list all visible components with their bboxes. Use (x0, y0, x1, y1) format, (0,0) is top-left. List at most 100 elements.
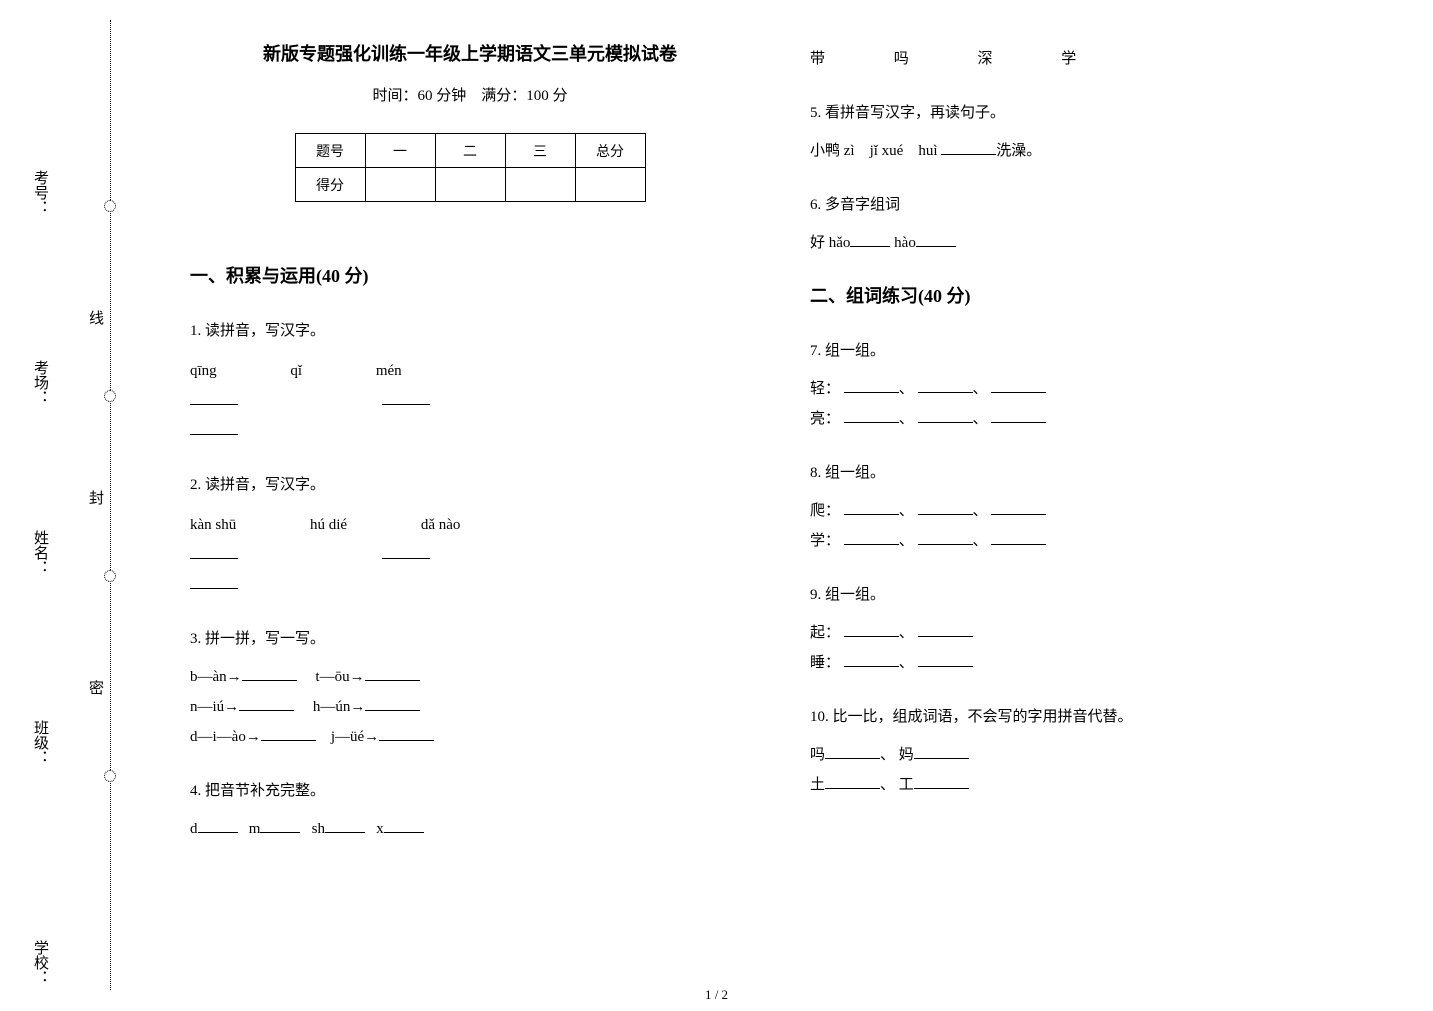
th-col: 三 (505, 134, 575, 168)
q3-item: h—ún→ (313, 699, 366, 715)
answer-blank (941, 140, 996, 155)
answer-blank (844, 530, 899, 545)
q1-prompt: 1. 读拼音，写汉字。 (190, 316, 750, 346)
answer-blank (991, 378, 1046, 393)
q9-row: 起： (810, 625, 840, 641)
answer-blank (382, 558, 430, 559)
q2-pinyin: kàn shū (190, 510, 236, 540)
left-column: 新版专题强化训练一年级上学期语文三单元模拟试卷 时间：60 分钟 满分：100 … (160, 40, 780, 980)
th-col: 一 (365, 134, 435, 168)
answer-blank (914, 744, 969, 759)
q4-letter: x (376, 821, 384, 837)
answer-blank (844, 378, 899, 393)
binding-label-banji: 班级： (30, 720, 51, 765)
page-content: 新版专题强化训练一年级上学期语文三单元模拟试卷 时间：60 分钟 满分：100 … (160, 40, 1400, 980)
q3-item: d—i—ào→ (190, 729, 261, 745)
q3-item: b—àn→ (190, 669, 242, 685)
q1-pinyin: mén (376, 356, 402, 386)
answer-blank (825, 744, 880, 759)
q9: 9. 组一组。 起： 、 睡： 、 (810, 580, 1370, 678)
answer-blank (850, 232, 890, 247)
section2-heading: 二、组词练习(40 分) (810, 282, 1370, 308)
q8-prompt: 8. 组一组。 (810, 458, 1370, 488)
table-row: 得分 (295, 168, 645, 202)
th-col: 总分 (575, 134, 645, 168)
answer-blank (242, 666, 297, 681)
q2: 2. 读拼音，写汉字。 kàn shū hú dié dǎ nào (190, 470, 750, 600)
q5-text-post: 洗澡。 (996, 143, 1041, 159)
answer-blank (844, 622, 899, 637)
th-col: 二 (435, 134, 505, 168)
q4-char: 带 (810, 44, 890, 74)
binding-text-mi: 密 (85, 680, 106, 700)
answer-blank (384, 818, 424, 833)
binding-circle (104, 770, 116, 782)
answer-blank (844, 652, 899, 667)
answer-blank (190, 404, 238, 405)
q4-letter: sh (312, 821, 325, 837)
q10-prompt: 10. 比一比，组成词语，不会写的字用拼音代替。 (810, 702, 1370, 732)
answer-blank (365, 696, 420, 711)
q4-letter: m (249, 821, 261, 837)
q10-char: 工 (899, 777, 914, 793)
binding-label-xuexiao: 学校： (30, 940, 51, 985)
q10-char: 妈 (899, 747, 914, 763)
q6: 6. 多音字组词 好 hǎo hào (810, 190, 1370, 258)
q3-item: j—üé→ (331, 729, 379, 745)
answer-blank (918, 622, 973, 637)
td-blank (575, 168, 645, 202)
answer-blank (825, 774, 880, 789)
q1: 1. 读拼音，写汉字。 qīng qǐ mén (190, 316, 750, 446)
td-label: 得分 (295, 168, 365, 202)
q2-pinyin: dǎ nào (421, 510, 461, 540)
q4: 4. 把音节补充完整。 d m sh x (190, 776, 750, 844)
q10-char: 吗 (810, 747, 825, 763)
binding-dotted-line (110, 20, 111, 990)
q4-char: 学 (1061, 44, 1141, 74)
q9-prompt: 9. 组一组。 (810, 580, 1370, 610)
q8-row: 学： (810, 533, 840, 549)
answer-blank (190, 558, 238, 559)
exam-subtitle: 时间：60 分钟 满分：100 分 (190, 84, 750, 105)
q6-text: hào (894, 235, 916, 251)
q4-letter: d (190, 821, 198, 837)
q10-char: 土 (810, 777, 825, 793)
right-column: 带 吗 深 学 5. 看拼音写汉字，再读句子。 小鸭 zì jǐ xué huì… (780, 40, 1400, 980)
answer-blank (261, 726, 316, 741)
q5: 5. 看拼音写汉字，再读句子。 小鸭 zì jǐ xué huì 洗澡。 (810, 98, 1370, 166)
q10: 10. 比一比，组成词语，不会写的字用拼音代替。 吗、 妈 土、 工 (810, 702, 1370, 800)
q8: 8. 组一组。 爬： 、 、 学： 、 、 (810, 458, 1370, 556)
answer-blank (918, 408, 973, 423)
answer-blank (914, 774, 969, 789)
answer-blank (198, 818, 238, 833)
q9-row: 睡： (810, 655, 840, 671)
binding-circle (104, 200, 116, 212)
q7: 7. 组一组。 轻： 、 、 亮： 、 、 (810, 336, 1370, 434)
answer-blank (365, 666, 420, 681)
q7-row: 亮： (810, 411, 840, 427)
answer-blank (844, 408, 899, 423)
td-blank (365, 168, 435, 202)
binding-text-xian: 线 (85, 310, 106, 330)
answer-blank (379, 726, 434, 741)
binding-label-kaohao: 考号： (30, 170, 51, 215)
td-blank (505, 168, 575, 202)
q5-text-pre: 小鸭 zì jǐ xué huì (810, 143, 941, 159)
answer-blank (918, 500, 973, 515)
answer-blank (190, 434, 238, 435)
answer-blank (918, 652, 973, 667)
exam-title: 新版专题强化训练一年级上学期语文三单元模拟试卷 (190, 40, 750, 66)
q4-chars-row: 带 吗 深 学 (810, 44, 1370, 74)
table-row: 题号 一 二 三 总分 (295, 134, 645, 168)
q8-row: 爬： (810, 503, 840, 519)
answer-blank (844, 500, 899, 515)
q1-pinyin: qǐ (290, 356, 302, 386)
section1-heading: 一、积累与运用(40 分) (190, 262, 750, 288)
answer-blank (991, 408, 1046, 423)
q6-prompt: 6. 多音字组词 (810, 190, 1370, 220)
binding-text-feng: 封 (85, 490, 106, 510)
answer-blank (325, 818, 365, 833)
q3-item: t—ōu→ (315, 669, 364, 685)
q4-prompt: 4. 把音节补充完整。 (190, 776, 750, 806)
binding-circle (104, 390, 116, 402)
